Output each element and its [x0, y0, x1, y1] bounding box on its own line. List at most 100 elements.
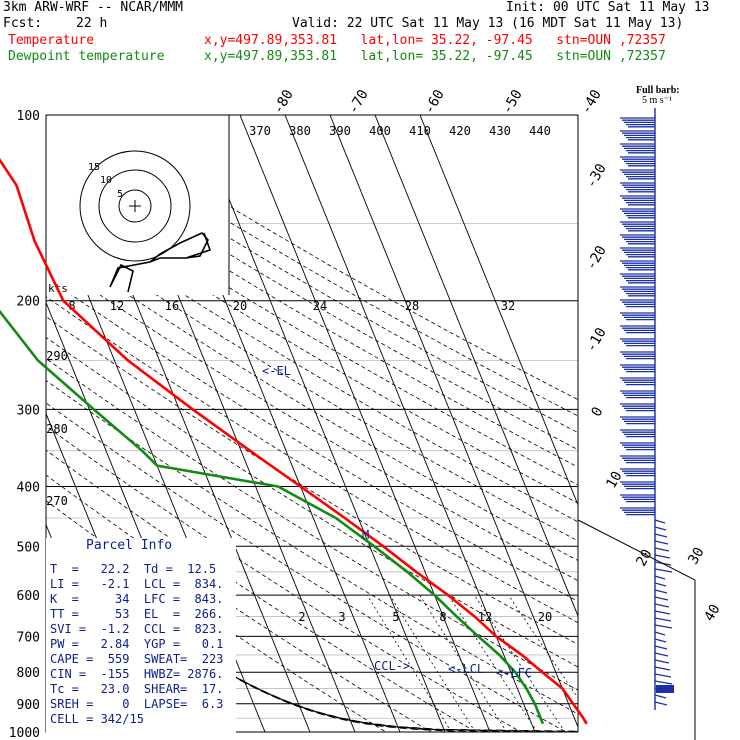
barb-key-line1: Full barb: [636, 85, 680, 96]
dry-adiabat [46, 221, 578, 542]
dry-adiabat [46, 239, 578, 562]
wind-barb [654, 659, 670, 664]
dry-adiabat [46, 203, 578, 523]
theta-e-label: 390 [329, 124, 351, 138]
parcel-row: K = 34 LFC = 843. [50, 592, 224, 606]
wind-barb [654, 701, 668, 706]
dry-adiabat-labels: 290 280 270 [46, 349, 68, 508]
pressure-label: 900 [17, 698, 40, 713]
barb-key-line2: 5 m s⁻¹ [642, 95, 672, 106]
moist-adiabat [46, 548, 578, 732]
dry-adiabat [46, 402, 567, 732]
mixing-ratio-line [389, 594, 476, 732]
parcel-row: CIN = -155 HWBZ= 2876. [50, 667, 224, 681]
isotherm [194, 115, 446, 732]
hodograph: 5 10 15 kts [46, 115, 230, 295]
level-marker: <-LFC [496, 666, 532, 680]
hodo-ring-10 [98, 169, 172, 243]
wind-barb [654, 575, 666, 580]
upper-mixing-label: 16 [165, 299, 179, 313]
theta-e-label: 400 [369, 124, 391, 138]
hodograph-trace [109, 232, 209, 293]
wind-barb-cluster [656, 685, 674, 693]
wind-barb [654, 673, 672, 678]
hodo-ring-15 [79, 150, 191, 262]
wind-barb [654, 624, 673, 629]
isotherm-label: 0 [588, 404, 606, 419]
forecast-hour: 22 h [76, 16, 108, 31]
isotherm-label: -20 [583, 243, 610, 273]
dry-adiabat [58, 115, 578, 417]
parcel-row: SREH = 0 LAPSE= 6.3 [50, 697, 224, 711]
dry-adiabat-label: 290 [46, 349, 68, 363]
header: 3km ARW-WRF -- NCAR/MMM Init: 00 UTC Sat… [0, 0, 740, 70]
pressure-label: 500 [17, 540, 40, 555]
pressure-label: 300 [17, 403, 40, 418]
theta-e-label: 440 [529, 124, 551, 138]
isotherm [419, 115, 578, 507]
pressure-label: 100 [17, 109, 40, 124]
parcel-info-title: Parcel Info [86, 538, 173, 553]
level-marker: <-EL [262, 364, 291, 378]
wind-barb [654, 694, 667, 699]
pressure-label: 1000 [9, 726, 40, 740]
pressure-label: 700 [17, 630, 40, 645]
isotherm-label: -80 [270, 87, 297, 117]
mixing-ratio-line [366, 594, 452, 732]
mixing-ratio-label: 3 [338, 610, 345, 624]
wind-barb [654, 617, 672, 622]
level-markers: <-EL CCL-> <-LCL <-LFC M [262, 364, 532, 680]
dry-adiabat [46, 449, 477, 732]
mixing-ratio-line [448, 594, 538, 732]
pressure-label: 400 [17, 480, 40, 495]
upper-mixing-label: 8 [68, 299, 75, 313]
parcel-info-panel: Parcel Info T = 22.2 Td = 12.5 LI = -2.1… [46, 538, 236, 736]
theta-e-labels: 370 380 390 400 410 420 430 440 [249, 124, 551, 138]
temperature-legend: Temperature [8, 33, 95, 48]
mixing-ratio-line [508, 594, 578, 699]
dry-adiabat-label: 280 [46, 422, 68, 436]
model-title: 3km ARW-WRF -- NCAR/MMM [3, 0, 184, 15]
hodo-ring-label-15: 15 [88, 162, 100, 173]
wind-barb [654, 638, 667, 643]
dry-adiabat [46, 121, 578, 434]
hodo-ring-5 [118, 189, 152, 223]
wind-barb [654, 596, 669, 601]
pressure-label: 200 [17, 295, 40, 310]
mixing-ratio-label: 20 [538, 610, 552, 624]
wind-barb [654, 680, 673, 685]
parcel-row: Tc = 23.0 SHEAR= 17. [50, 682, 224, 696]
wind-barb [654, 526, 667, 531]
parcel-row: TT = 53 EL = 266. [50, 607, 224, 621]
dry-adiabat [46, 358, 578, 691]
isotherm-label: -40 [578, 87, 605, 117]
dewpoint-profile [0, 309, 545, 725]
pressure-label: 600 [17, 589, 40, 604]
isotherm [329, 115, 578, 729]
theta-e-label: 410 [409, 124, 431, 138]
upper-mixing-label: 28 [405, 299, 419, 313]
theta-e-label: 430 [489, 124, 511, 138]
pressure-labels: 100 200 300 400 500 600 700 800 900 1000 [9, 109, 40, 740]
wind-barb [654, 533, 668, 538]
wind-barb [654, 582, 667, 587]
theta-e-label: 420 [449, 124, 471, 138]
mixing-ratio-line [419, 594, 508, 732]
isotherm-label: 20 [633, 547, 655, 570]
wind-barb [654, 540, 669, 545]
wind-barb [654, 547, 670, 552]
mixing-ratio-label: 12 [478, 610, 492, 624]
mixing-ratio-label: 2 [298, 610, 305, 624]
pressure-label: 800 [17, 666, 40, 681]
isotherm-label: -60 [421, 87, 448, 117]
dry-adiabat [46, 336, 578, 668]
wind-barb [654, 666, 671, 671]
parcel-row: CELL = 342/15 [50, 712, 144, 726]
wind-barb [654, 554, 671, 559]
wind-barbs [577, 108, 696, 740]
dewpoint-location-info: x,y=497.89,353.81 lat,lon= 35.22, -97.45… [204, 49, 666, 64]
isotherm-label: 30 [685, 545, 707, 568]
parcel-row: CAPE = 559 SWEAT= 223 [50, 652, 224, 666]
dry-adiabat [46, 316, 578, 645]
